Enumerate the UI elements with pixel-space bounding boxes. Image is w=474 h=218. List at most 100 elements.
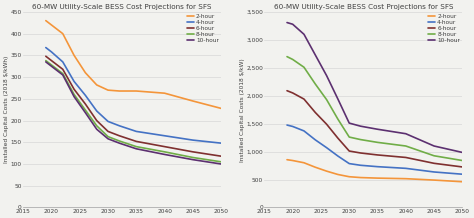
8-hour: [346, 136, 352, 138]
6-hour: [324, 123, 329, 126]
8-hour: [284, 55, 290, 58]
2-hour: [49, 24, 55, 26]
2-hour: [301, 162, 307, 164]
Line: 2-hour: 2-hour: [46, 21, 221, 108]
Line: 8-hour: 8-hour: [287, 57, 462, 160]
10-hour: [358, 125, 364, 128]
8-hour: [459, 159, 465, 162]
2-hour: [117, 90, 122, 92]
2-hour: [60, 32, 65, 35]
4-hour: [374, 165, 380, 168]
6-hour: [71, 88, 77, 91]
6-hour: [290, 92, 295, 94]
Line: 10-hour: 10-hour: [46, 62, 221, 164]
10-hour: [312, 54, 318, 56]
8-hour: [60, 72, 65, 75]
Title: 60-MW Utility-Scale BESS Cost Projections for SFS: 60-MW Utility-Scale BESS Cost Projection…: [273, 4, 453, 10]
8-hour: [43, 59, 49, 62]
10-hour: [71, 95, 77, 98]
6-hour: [431, 162, 437, 165]
6-hour: [117, 135, 122, 137]
4-hour: [312, 139, 318, 141]
2-hour: [284, 158, 290, 161]
10-hour: [324, 74, 329, 77]
10-hour: [134, 148, 139, 150]
2-hour: [71, 54, 77, 57]
2-hour: [82, 72, 88, 74]
2-hour: [94, 84, 100, 86]
8-hour: [312, 83, 318, 85]
6-hour: [374, 154, 380, 156]
2-hour: [335, 173, 341, 176]
8-hour: [290, 58, 295, 61]
4-hour: [335, 155, 341, 157]
8-hour: [134, 145, 139, 148]
2-hour: [346, 175, 352, 178]
4-hour: [190, 139, 196, 141]
6-hour: [60, 68, 65, 71]
4-hour: [60, 61, 65, 63]
6-hour: [94, 119, 100, 122]
10-hour: [219, 163, 224, 165]
6-hour: [459, 166, 465, 168]
4-hour: [358, 164, 364, 167]
8-hour: [374, 141, 380, 144]
8-hour: [105, 135, 111, 138]
Legend: 2-hour, 4-hour, 6-hour, 8-hour, 10-hour: 2-hour, 4-hour, 6-hour, 8-hour, 10-hour: [186, 13, 220, 44]
8-hour: [94, 124, 100, 127]
Line: 8-hour: 8-hour: [46, 61, 221, 162]
8-hour: [358, 138, 364, 141]
10-hour: [43, 61, 49, 63]
10-hour: [290, 23, 295, 26]
8-hour: [117, 140, 122, 142]
Y-axis label: Installed Capital Costs (2018 $/kW): Installed Capital Costs (2018 $/kW): [240, 58, 245, 162]
6-hour: [219, 155, 224, 157]
Line: 4-hour: 4-hour: [46, 48, 221, 143]
10-hour: [105, 138, 111, 140]
10-hour: [374, 128, 380, 131]
2-hour: [459, 181, 465, 183]
2-hour: [374, 177, 380, 179]
6-hour: [403, 156, 409, 159]
4-hour: [162, 135, 167, 137]
2-hour: [324, 170, 329, 172]
2-hour: [134, 90, 139, 92]
2-hour: [312, 166, 318, 169]
Title: 60-MW Utility-Scale BESS Cost Projections for SFS: 60-MW Utility-Scale BESS Cost Projection…: [32, 4, 212, 10]
2-hour: [43, 19, 49, 22]
6-hour: [284, 89, 290, 92]
6-hour: [49, 59, 55, 62]
Line: 6-hour: 6-hour: [46, 56, 221, 156]
10-hour: [162, 153, 167, 156]
8-hour: [403, 145, 409, 147]
10-hour: [403, 132, 409, 135]
10-hour: [431, 145, 437, 147]
4-hour: [49, 51, 55, 53]
4-hour: [284, 124, 290, 126]
8-hour: [219, 160, 224, 163]
4-hour: [290, 125, 295, 128]
Line: 4-hour: 4-hour: [287, 125, 462, 174]
8-hour: [301, 66, 307, 68]
6-hour: [43, 55, 49, 58]
10-hour: [94, 128, 100, 131]
4-hour: [94, 110, 100, 112]
4-hour: [71, 80, 77, 83]
8-hour: [71, 93, 77, 96]
6-hour: [301, 98, 307, 100]
Line: 10-hour: 10-hour: [287, 22, 462, 152]
8-hour: [335, 118, 341, 121]
2-hour: [162, 92, 167, 94]
4-hour: [324, 146, 329, 149]
6-hour: [162, 145, 167, 148]
6-hour: [358, 152, 364, 154]
Line: 2-hour: 2-hour: [287, 160, 462, 182]
4-hour: [431, 171, 437, 173]
4-hour: [459, 173, 465, 175]
10-hour: [459, 151, 465, 154]
8-hour: [49, 64, 55, 66]
4-hour: [82, 94, 88, 97]
6-hour: [105, 130, 111, 133]
2-hour: [431, 179, 437, 181]
4-hour: [105, 120, 111, 123]
